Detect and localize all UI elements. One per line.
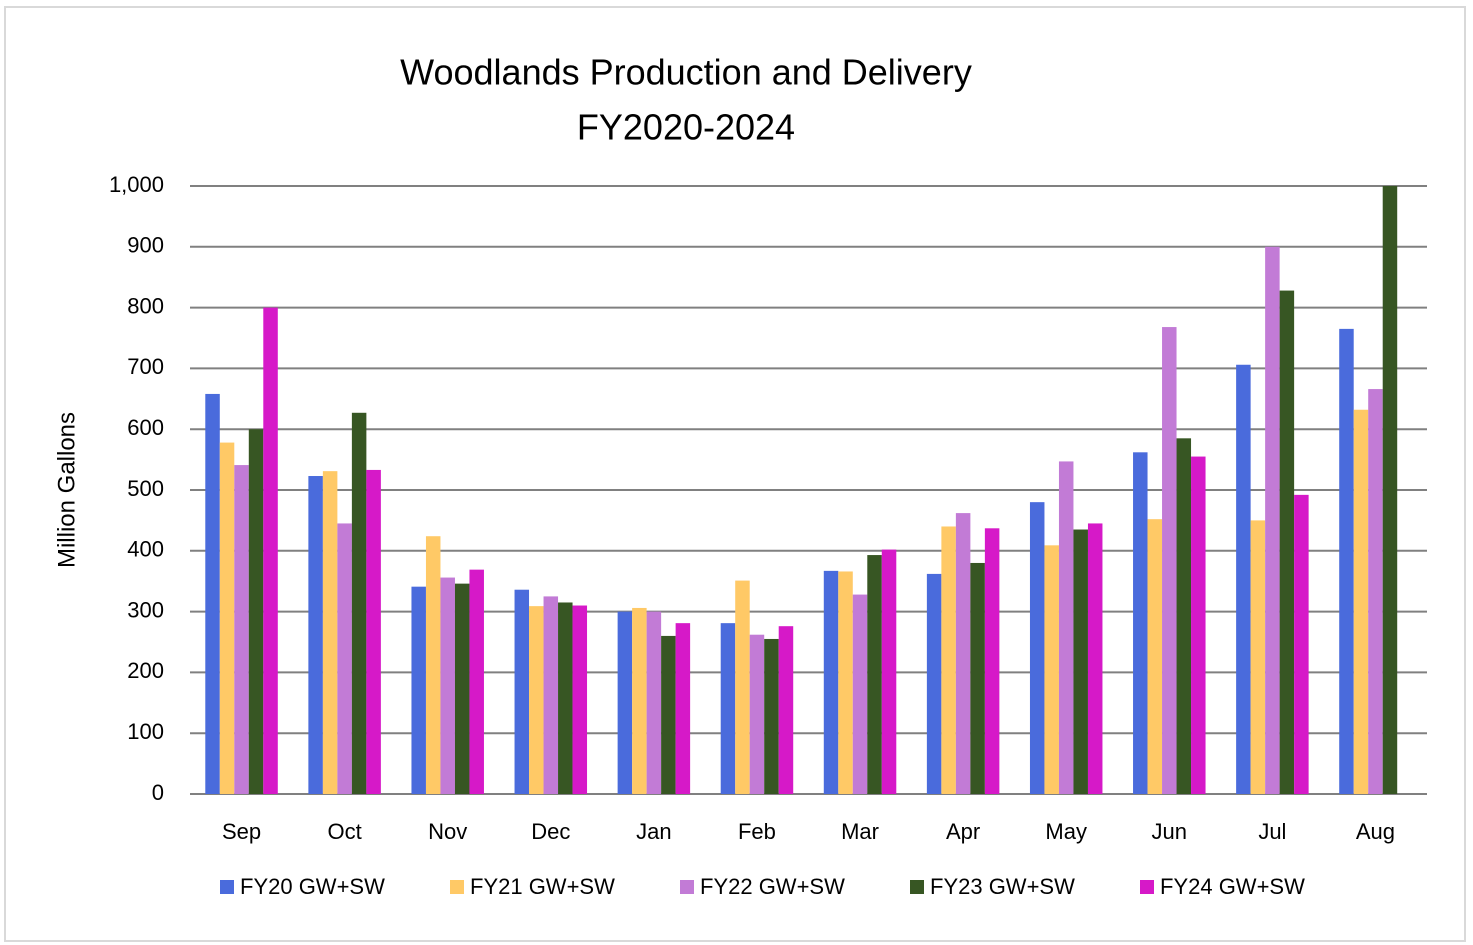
bar xyxy=(823,570,839,794)
bar xyxy=(1250,520,1266,794)
bar xyxy=(867,555,882,794)
bar xyxy=(1382,186,1398,794)
bar xyxy=(926,573,942,794)
x-tick-label: Jul xyxy=(1258,819,1286,844)
bar xyxy=(514,589,530,794)
legend-label: FY24 GW+SW xyxy=(1160,874,1305,899)
bar xyxy=(205,393,220,794)
bar xyxy=(322,471,338,794)
legend-label: FY21 GW+SW xyxy=(470,874,615,899)
bar xyxy=(469,569,484,794)
y-tick-label: 700 xyxy=(127,354,164,379)
bar xyxy=(543,596,559,794)
bar xyxy=(661,635,676,794)
bar xyxy=(735,580,750,794)
bar xyxy=(941,526,956,794)
y-tick-label: 1,000 xyxy=(109,172,164,197)
bar xyxy=(351,412,367,794)
bar xyxy=(720,623,736,794)
legend-label: FY22 GW+SW xyxy=(700,874,845,899)
bar xyxy=(1368,389,1383,794)
bar xyxy=(1147,519,1163,794)
bar xyxy=(425,536,441,794)
bar xyxy=(529,606,544,794)
bar xyxy=(852,594,868,794)
y-tick-label: 300 xyxy=(127,597,164,622)
bar xyxy=(646,611,662,794)
bar xyxy=(675,623,691,794)
legend-swatch xyxy=(680,880,694,894)
bar xyxy=(778,626,794,794)
bar xyxy=(454,583,470,794)
chart-title: Woodlands Production and Delivery xyxy=(400,52,972,93)
bar xyxy=(970,562,985,794)
bar xyxy=(764,638,779,794)
legend-label: FY20 GW+SW xyxy=(240,874,385,899)
bar xyxy=(411,586,426,794)
y-axis-label: Million Gallons xyxy=(53,412,80,568)
bar xyxy=(1294,494,1309,794)
bar xyxy=(366,469,381,794)
x-tick-label: Sep xyxy=(222,819,261,844)
bar xyxy=(1353,409,1369,794)
y-tick-label: 900 xyxy=(127,233,164,258)
bar xyxy=(440,577,455,794)
bar xyxy=(984,528,1000,794)
x-tick-label: Jan xyxy=(636,819,671,844)
y-tick-label: 800 xyxy=(127,293,164,318)
y-tick-label: 600 xyxy=(127,415,164,440)
legend-label: FY23 GW+SW xyxy=(930,874,1075,899)
x-tick-label: Nov xyxy=(428,819,467,844)
y-tick-label: 0 xyxy=(152,780,164,805)
legend-swatch xyxy=(910,880,924,894)
x-tick-label: Feb xyxy=(738,819,776,844)
bar xyxy=(234,465,249,794)
x-tick-label: May xyxy=(1045,819,1087,844)
x-tick-label: Mar xyxy=(841,819,879,844)
bar xyxy=(1191,456,1206,794)
bar xyxy=(1176,438,1192,794)
bar xyxy=(308,476,323,794)
legend-swatch xyxy=(1140,880,1154,894)
bar xyxy=(248,429,264,794)
bar xyxy=(955,513,971,794)
bar xyxy=(1162,327,1177,794)
y-tick-label: 400 xyxy=(127,537,164,562)
x-tick-label: Dec xyxy=(531,819,570,844)
legend-swatch xyxy=(220,880,234,894)
bar xyxy=(1044,545,1059,794)
bar xyxy=(1073,529,1088,794)
bar xyxy=(1087,523,1103,794)
legend-swatch xyxy=(450,880,464,894)
bar xyxy=(337,523,352,794)
bar xyxy=(1279,290,1295,794)
bar xyxy=(263,307,278,794)
x-tick-label: Oct xyxy=(328,819,362,844)
bar xyxy=(838,571,853,794)
bar xyxy=(1339,328,1354,794)
bar xyxy=(1236,364,1251,794)
bar xyxy=(1265,246,1280,795)
x-tick-label: Aug xyxy=(1356,819,1395,844)
bar xyxy=(632,607,647,794)
bar xyxy=(219,442,235,794)
bar xyxy=(558,602,573,794)
y-tick-label: 100 xyxy=(127,719,164,744)
bar xyxy=(881,549,897,794)
chart-subtitle: FY2020-2024 xyxy=(577,107,795,148)
bar xyxy=(572,605,588,794)
bar xyxy=(1058,461,1074,794)
bar xyxy=(1029,502,1045,794)
y-tick-label: 200 xyxy=(127,658,164,683)
bar xyxy=(1133,452,1148,794)
bar xyxy=(617,611,633,794)
bar xyxy=(749,634,765,794)
y-tick-label: 500 xyxy=(127,476,164,501)
x-tick-label: Jun xyxy=(1152,819,1187,844)
x-tick-label: Apr xyxy=(946,819,980,844)
